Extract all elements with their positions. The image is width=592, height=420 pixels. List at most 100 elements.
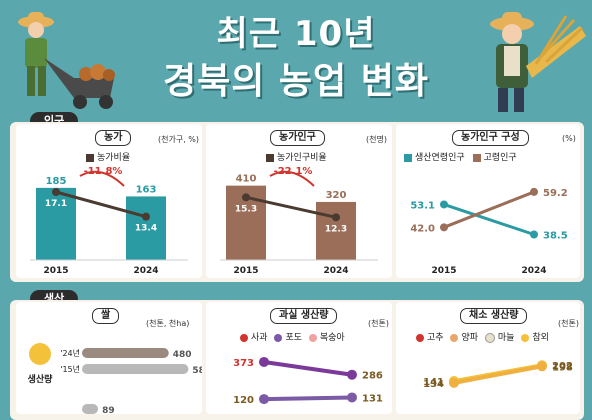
population-composition-unit: (%) [562, 134, 576, 143]
legend-label-peach: 복숭아 [319, 333, 345, 343]
series-point [449, 377, 459, 388]
legend-label-pepper: 고추 [427, 333, 444, 343]
farmer-with-cart-illustration [18, 12, 115, 109]
grape-icon [274, 333, 283, 342]
bar-value-label: 589 [192, 366, 202, 376]
legend-swatch-teal [404, 153, 412, 162]
legend-label-melon: 참외 [532, 333, 549, 343]
series-value-label: 198 [552, 362, 573, 373]
legend-label-garlic: 마늘 [497, 333, 515, 343]
series-value-label: 134 [423, 379, 444, 390]
legend-label-onion: 양파 [461, 333, 478, 343]
bar-value-label: 89 [102, 406, 115, 414]
series-value-label: 131 [362, 393, 383, 404]
series-point [259, 356, 269, 367]
vegetable-legend: 고추 양파 마늘 참외 [416, 330, 549, 343]
x-tick-label: 2015 [431, 266, 456, 276]
farm-households-chart: 185 2015 163 2024 17.1 13.4 -11.8% [30, 166, 188, 276]
ratio-point [142, 212, 150, 221]
fruit-title: 과실 생산량 [270, 308, 338, 324]
series-line-1 [263, 395, 353, 402]
ratio-value-label: 13.4 [135, 224, 157, 234]
change-label: -11.8% [84, 166, 123, 177]
title-line1: 최근 10년 [216, 14, 376, 54]
ratio-value-label: 12.3 [325, 224, 347, 234]
series-point [537, 361, 547, 372]
bar-value-label: 163 [136, 184, 157, 195]
vegetable-unit: (천톤) [558, 319, 579, 328]
population-composition-card [396, 124, 580, 278]
series-line-1 [453, 364, 543, 385]
bar-2024 [316, 201, 356, 260]
series-line-0 [443, 203, 535, 236]
series-value-label: 286 [362, 371, 383, 382]
melon-icon [521, 333, 530, 342]
series-line-0 [263, 359, 353, 377]
ratio-value-label: 15.3 [235, 204, 257, 214]
population-composition-title: 농가인구 구성 [452, 130, 529, 146]
change-arrow [269, 170, 315, 187]
bar-'15년 [82, 364, 189, 374]
bar-2024 [126, 196, 166, 260]
apple-icon [240, 333, 248, 342]
fruit-unit: (천톤) [368, 319, 389, 328]
legend-label: 농가인구비율 [277, 153, 327, 163]
peach-icon [308, 333, 317, 342]
series-point [440, 200, 448, 209]
ratio-point [242, 193, 250, 202]
legend-label: 농가비율 [97, 153, 131, 163]
bar-value-label: 480 [173, 350, 192, 360]
fruit-legend: 사과 포도 복숭아 [240, 330, 345, 343]
x-tick-label: 2015 [43, 266, 68, 276]
farmer-with-grain-illustration [490, 12, 586, 112]
bar-value-label: 410 [236, 174, 257, 185]
bar-year-label: '15년 [60, 364, 80, 374]
x-tick-label: 2024 [133, 266, 158, 276]
legend-label-elderly: 고령인구 [483, 153, 517, 163]
row-label: 생산량 [28, 373, 54, 385]
ratio-point [332, 213, 340, 222]
farm-households-legend: 농가비율 [86, 150, 130, 163]
rice-unit: (천톤, 천ha) [146, 319, 190, 328]
series-point [440, 223, 448, 232]
series-value-label: 38.5 [543, 231, 568, 242]
x-tick-label: 2024 [521, 266, 546, 276]
bar-value-label: 320 [326, 190, 347, 201]
rice-chart: 생산량 '24년 480 '15년 589 89 [28, 343, 202, 414]
legend-swatch-brown [472, 153, 481, 162]
ratio-point [52, 188, 60, 196]
farm-population-title: 농가인구 [270, 130, 325, 146]
ratio-line [55, 190, 147, 219]
bar-2015 [36, 187, 76, 260]
garlic-icon [484, 332, 495, 343]
legend-label-working-age: 생산연령인구 [415, 153, 465, 163]
bar-value-label: 185 [46, 176, 67, 187]
series-line-1 [443, 190, 535, 229]
legend-swatch [266, 153, 274, 162]
legend-label-apple: 사과 [251, 333, 268, 343]
series-point [347, 369, 357, 380]
series-point [259, 394, 269, 405]
farm-households-unit: (천가구, %) [158, 135, 200, 144]
series-value-label: 202 [552, 361, 573, 372]
series-value-label: 59.2 [543, 188, 568, 199]
series-point [347, 392, 357, 403]
onion-icon [450, 333, 459, 342]
series-value-label: 141 [423, 377, 444, 388]
rice-title: 쌀 [92, 308, 120, 324]
x-tick-label: 2024 [323, 266, 348, 276]
series-value-label: 120 [233, 395, 254, 406]
farm-population-legend: 농가인구비율 [266, 150, 327, 163]
pepper-icon [416, 333, 424, 342]
population-composition-legend: 생산연령인구 고령인구 [404, 150, 517, 163]
ratio-value-label: 17.1 [45, 199, 67, 209]
series-point [530, 187, 538, 196]
farm-population-chart: 410 2015 320 2024 15.3 12.3 -22.1% [220, 166, 378, 276]
bar-'24년 [82, 348, 169, 358]
legend-swatch [86, 153, 94, 162]
fruit-chart: 373 286 120 131 [233, 356, 383, 406]
farm-households-title: 농가 [95, 130, 132, 146]
series-value-label: 42.0 [410, 223, 435, 234]
series-point [530, 230, 538, 239]
legend-label-grape: 포도 [285, 333, 302, 343]
